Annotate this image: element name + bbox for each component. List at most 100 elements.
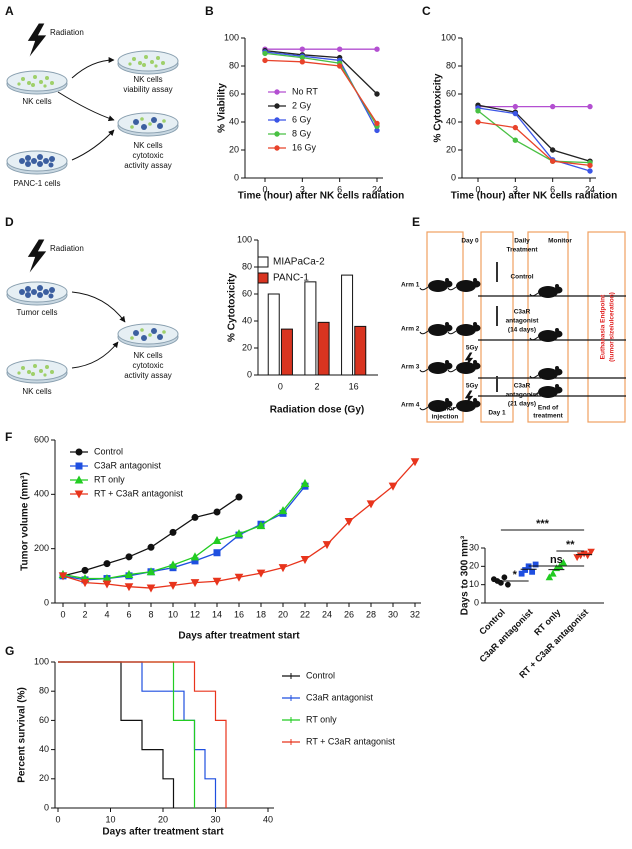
x-tick-label: 2 bbox=[82, 609, 87, 619]
dish bbox=[6, 281, 68, 306]
marker bbox=[274, 89, 280, 95]
arm-label: Arm 2 bbox=[401, 326, 420, 333]
x-tick-label: C3aR antagonist bbox=[477, 607, 534, 664]
x-axis-label: Time (hour) after NK cells radiation bbox=[238, 191, 405, 202]
label: treatment bbox=[533, 413, 563, 420]
y-tick-label: 20 bbox=[229, 144, 239, 154]
series-line bbox=[477, 110, 591, 164]
y-tick-label: 400 bbox=[34, 489, 49, 499]
x-tick-label: 12 bbox=[190, 609, 200, 619]
y-tick-label: 40 bbox=[242, 315, 252, 325]
panel-labels: A B C D E F G bbox=[5, 4, 431, 658]
y-tick-label: 40 bbox=[39, 744, 49, 754]
phase-box bbox=[480, 231, 514, 423]
y-tick-label: 40 bbox=[446, 116, 456, 126]
marker bbox=[146, 567, 156, 576]
mouse bbox=[419, 359, 453, 375]
marker bbox=[274, 131, 280, 137]
label: Radiation bbox=[50, 28, 84, 37]
marker bbox=[81, 566, 89, 574]
marker bbox=[190, 579, 200, 588]
label: Day 1 bbox=[488, 410, 506, 417]
dish bbox=[117, 112, 179, 137]
marker bbox=[256, 569, 266, 578]
y-tick-label: 0 bbox=[451, 172, 456, 182]
x-tick-label: 18 bbox=[256, 609, 266, 619]
marker bbox=[587, 168, 593, 174]
marker bbox=[262, 57, 268, 64]
panel-e-diagram: Day 0 Daily Treatment Monitor Arm 1 Arm … bbox=[401, 231, 626, 423]
x-axis-label: Radiation dose (Gy) bbox=[270, 405, 364, 416]
panel-label: D bbox=[5, 215, 14, 229]
bar bbox=[267, 293, 280, 376]
arrow bbox=[71, 57, 115, 79]
label: activity assay bbox=[124, 371, 172, 380]
marker bbox=[374, 91, 380, 97]
arrow bbox=[71, 129, 115, 161]
label: NK cells bbox=[133, 351, 162, 360]
series-line bbox=[264, 49, 378, 95]
marker bbox=[549, 158, 556, 164]
marker bbox=[512, 124, 519, 131]
marker bbox=[235, 493, 243, 501]
x-tick-label: 20 bbox=[158, 814, 168, 824]
mouse bbox=[447, 321, 481, 337]
panel-label: G bbox=[5, 644, 14, 658]
marker bbox=[80, 579, 90, 588]
marker bbox=[512, 103, 519, 110]
label: viability assay bbox=[123, 85, 172, 94]
x-tick-label: 6 bbox=[550, 184, 555, 194]
panel-a-diagram: Radiation NK cells PANC-1 cells NK cells… bbox=[6, 23, 179, 188]
label: antagonist bbox=[506, 318, 540, 325]
label: NK cells bbox=[22, 387, 51, 396]
x-tick-label: 24 bbox=[322, 609, 332, 619]
panel-label: F bbox=[5, 430, 12, 444]
marker bbox=[299, 59, 306, 65]
y-tick-label: 100 bbox=[441, 32, 456, 42]
legend-label: PANC-1 bbox=[273, 273, 309, 284]
bar bbox=[304, 281, 317, 376]
label: Day 0 bbox=[461, 238, 479, 245]
marker bbox=[501, 574, 508, 581]
marker bbox=[75, 448, 83, 456]
y-tick-label: 600 bbox=[34, 434, 49, 444]
y-tick-label: 30 bbox=[469, 542, 479, 552]
arrow bbox=[57, 91, 115, 122]
legend-label: 16 Gy bbox=[292, 142, 317, 152]
significance-label: * bbox=[513, 569, 518, 581]
label: Daily bbox=[514, 238, 530, 245]
radiation-icon bbox=[27, 23, 47, 57]
marker bbox=[212, 535, 222, 545]
phase-box bbox=[587, 231, 626, 423]
x-axis-label: Time (hour) after NK cells radiation bbox=[451, 191, 618, 202]
y-axis-label: Percent survival (%) bbox=[17, 687, 28, 783]
arm-label: Arm 3 bbox=[401, 364, 420, 371]
marker bbox=[234, 529, 244, 538]
y-tick-label: 100 bbox=[224, 32, 239, 42]
dish bbox=[6, 359, 68, 384]
marker bbox=[58, 572, 68, 581]
marker bbox=[374, 46, 380, 52]
panel-label: B bbox=[205, 4, 214, 18]
marker bbox=[532, 561, 539, 568]
panel-d-diagram: Radiation Tumor cells NK cells NK cells … bbox=[6, 239, 179, 396]
marker bbox=[299, 46, 306, 52]
arm-label: Arm 1 bbox=[401, 282, 420, 289]
marker bbox=[124, 583, 134, 592]
y-tick-label: 20 bbox=[242, 342, 252, 352]
x-tick-label: 24 bbox=[372, 184, 382, 194]
marker bbox=[336, 63, 343, 69]
marker bbox=[497, 579, 504, 586]
legend-label: RT only bbox=[94, 474, 125, 484]
label: Euthanasia Endpoint bbox=[600, 294, 607, 359]
marker bbox=[549, 103, 556, 110]
x-tick-label: 16 bbox=[234, 609, 244, 619]
marker bbox=[583, 552, 592, 560]
x-tick-label: 0 bbox=[262, 184, 267, 194]
marker bbox=[518, 570, 525, 577]
y-tick-label: 60 bbox=[39, 715, 49, 725]
x-tick-label: 6 bbox=[337, 184, 342, 194]
mouse bbox=[447, 277, 481, 293]
